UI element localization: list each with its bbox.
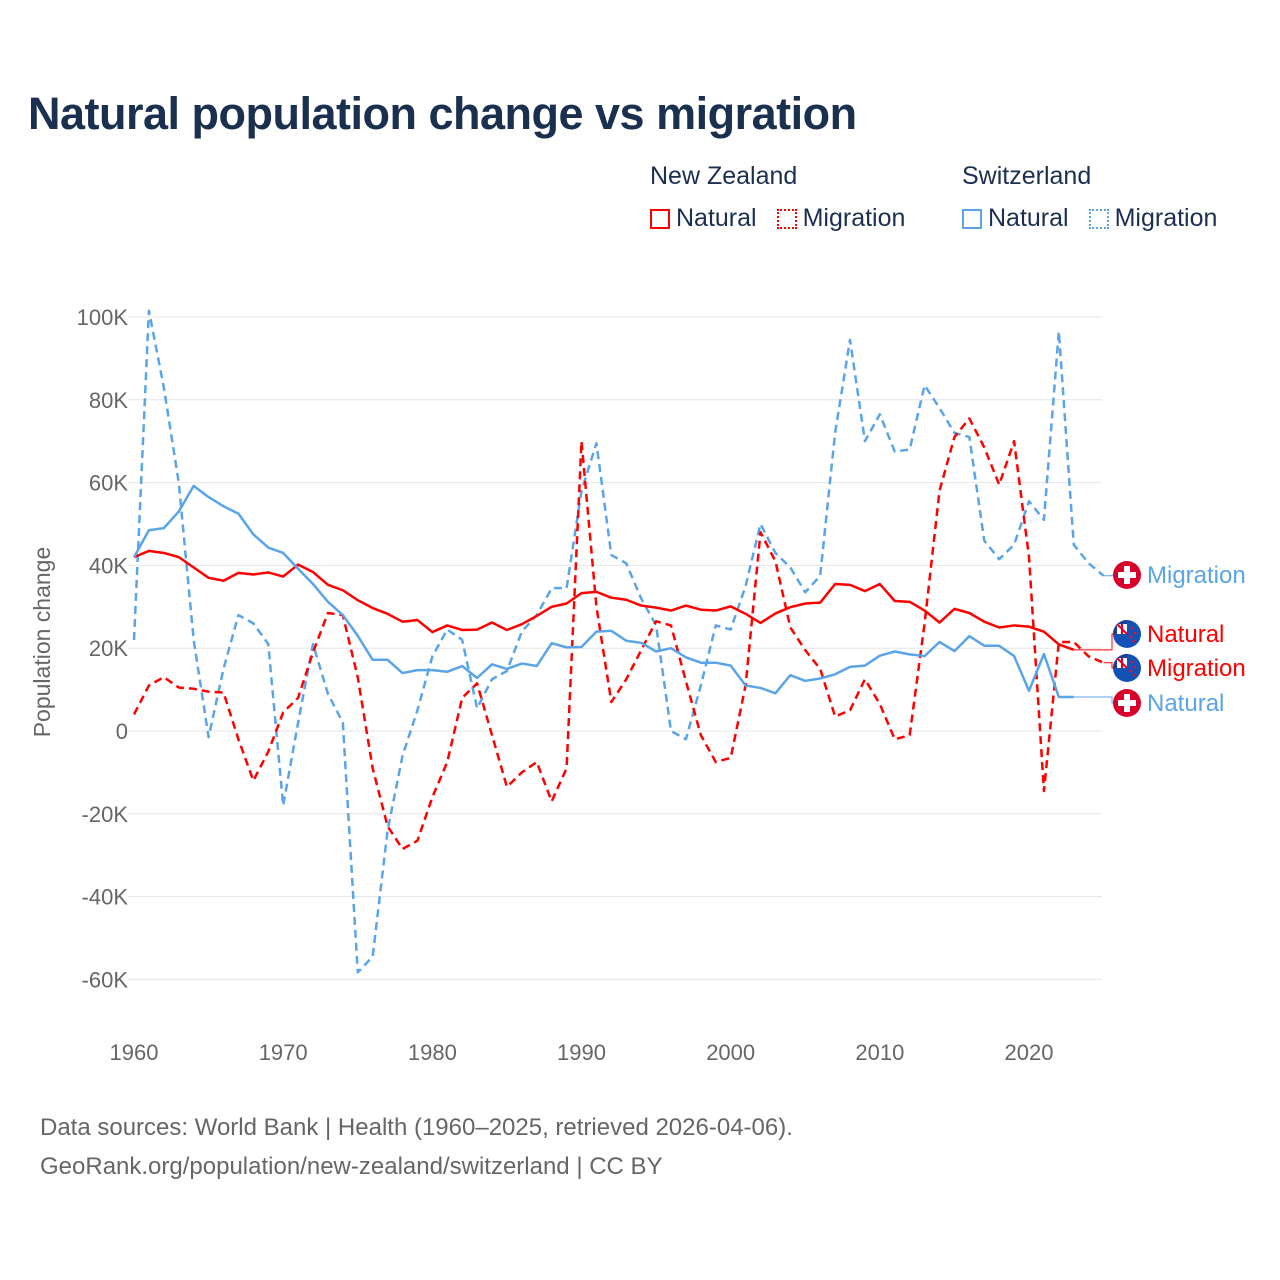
legend-item-ch-migration[interactable]: Migration xyxy=(1088,204,1218,233)
end-label: Migration xyxy=(1147,562,1246,589)
end-label-leader xyxy=(1103,574,1113,577)
end-labels: Migration Migration Natural Natural xyxy=(1073,561,1246,717)
x-tick-label: 1990 xyxy=(557,1040,606,1065)
gridlines xyxy=(128,316,1102,980)
y-tick-label: -40K xyxy=(82,885,129,910)
legend-group-new-zealand: New Zealand Natural Migration xyxy=(650,162,925,233)
y-tick-label: 40K xyxy=(89,553,128,578)
x-tick-label: 2000 xyxy=(706,1040,755,1065)
legend-item-ch-natural[interactable]: Natural xyxy=(962,204,1069,233)
legend-item-nz-migration[interactable]: Migration xyxy=(776,204,906,233)
x-tick-label: 1980 xyxy=(408,1040,457,1065)
y-axis-label: Population change xyxy=(29,547,55,738)
footer-link[interactable]: GeoRank.org/population/new-zealand/switz… xyxy=(40,1153,663,1180)
new-zealand-flag-icon xyxy=(1113,654,1141,682)
y-axis-ticks: 100K 80K 60K 40K 20K 0 -20K -40K -60K xyxy=(77,305,129,992)
legend-swatch-solid xyxy=(962,208,982,229)
x-axis-ticks: 1960 1970 1980 1990 2000 2010 2020 xyxy=(110,1040,1054,1065)
new-zealand-flag-icon xyxy=(1113,620,1141,648)
end-label: Natural xyxy=(1147,621,1224,648)
end-label-leader xyxy=(1103,662,1113,669)
footer-sources: Data sources: World Bank | Health (1960–… xyxy=(40,1114,793,1141)
legend-label: Migration xyxy=(802,204,906,232)
x-tick-label: 2010 xyxy=(855,1040,904,1065)
legend-group-switzerland: Switzerland Natural Migration xyxy=(962,162,1237,233)
legend-label: Migration xyxy=(1114,204,1218,232)
end-label-leader xyxy=(1073,633,1113,651)
legend-swatch-dotted xyxy=(776,208,797,229)
y-tick-label: 80K xyxy=(89,388,128,413)
series-line-new-zealand-migration[interactable] xyxy=(132,417,1105,851)
y-tick-label: -60K xyxy=(82,967,129,992)
legend-group-name: Switzerland xyxy=(962,162,1092,190)
y-tick-label: -20K xyxy=(82,802,129,827)
legend-label: Natural xyxy=(676,204,757,232)
end-label: Migration xyxy=(1147,655,1246,682)
x-tick-label: 1970 xyxy=(259,1040,308,1065)
switzerland-flag-icon xyxy=(1113,561,1141,589)
legend-item-nz-natural[interactable]: Natural xyxy=(650,204,757,233)
y-tick-label: 100K xyxy=(77,305,129,330)
series-line-switzerland-natural[interactable] xyxy=(132,484,1074,699)
chart-title: Natural population change vs migration xyxy=(28,88,857,139)
y-tick-label: 60K xyxy=(89,471,128,496)
end-label-leader xyxy=(1073,696,1113,704)
footer: Data sources: World Bank | Health (1960–… xyxy=(40,1108,793,1186)
series-line-new-zealand-natural[interactable] xyxy=(133,549,1075,652)
series-lines xyxy=(132,309,1105,974)
legend-swatch-solid xyxy=(650,208,670,229)
legend-label: Natural xyxy=(988,204,1069,232)
y-tick-label: 0 xyxy=(116,719,128,744)
legend-swatch-dotted xyxy=(1088,208,1109,229)
y-tick-label: 20K xyxy=(89,636,128,661)
end-label: Natural xyxy=(1147,690,1224,717)
x-tick-label: 2020 xyxy=(1005,1040,1054,1065)
switzerland-flag-icon xyxy=(1113,689,1141,717)
legend-group-name: New Zealand xyxy=(650,162,798,190)
series-line-switzerland-migration[interactable] xyxy=(132,309,1105,974)
x-tick-label: 1960 xyxy=(110,1040,159,1065)
